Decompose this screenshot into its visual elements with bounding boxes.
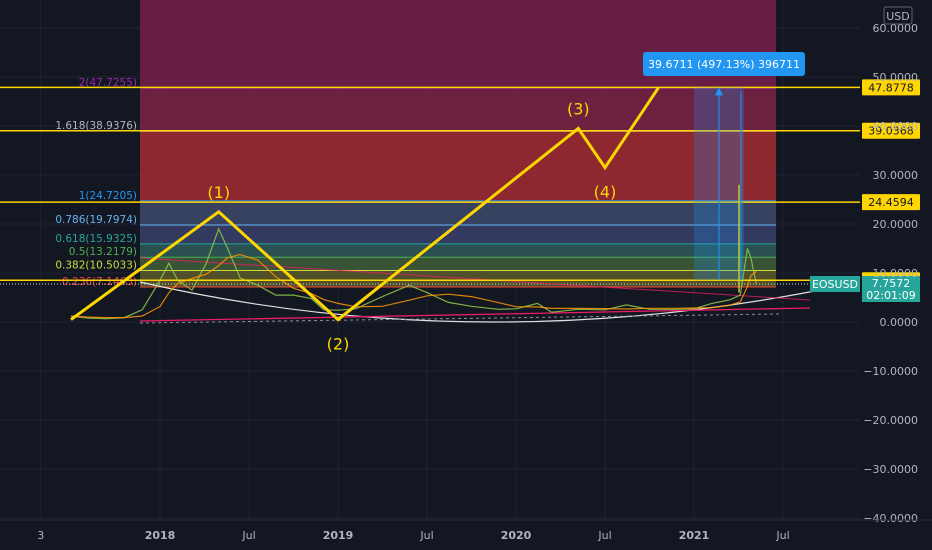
- x-tick-label: 3: [37, 529, 44, 542]
- y-tick-label: 0.0000: [880, 316, 919, 329]
- fib-zone: [140, 243, 776, 258]
- x-tick-label: Jul: [775, 529, 789, 542]
- measure-label: 39.6711 (497.13%) 396711: [648, 58, 800, 71]
- symbol-tag-label: EOSUSD: [812, 278, 858, 291]
- y-tick-label: 60.0000: [873, 22, 919, 35]
- price-tag-box[interactable]: [862, 79, 920, 96]
- price-tag-label: 24.4594: [868, 196, 914, 209]
- dashed-baseline: [139, 313, 781, 324]
- x-tick-label: 2018: [145, 529, 176, 542]
- last-price-label: 7.7572: [872, 277, 911, 290]
- fib-level-label: 0.5(13.2179): [69, 246, 137, 258]
- countdown-label: 02:01:09: [866, 289, 915, 302]
- fib-level-label: 0.382(10.5033): [55, 260, 137, 272]
- wave-label-2: (2): [327, 335, 350, 354]
- fib-level-label: 0.618(15.9325): [55, 233, 137, 245]
- y-tick-label: 10.0000: [873, 267, 919, 280]
- price-tag-box[interactable]: [862, 194, 920, 211]
- wave-label-4: (4): [594, 183, 617, 202]
- y-tick-label: 30.0000: [873, 169, 919, 182]
- x-tick-label: Jul: [419, 529, 433, 542]
- wave-label-3: (3): [567, 99, 590, 118]
- fib-level-label: 2(47.7255): [79, 77, 137, 89]
- y-tick-label: −20.0000: [863, 414, 918, 427]
- x-tick-label: Jul: [597, 529, 611, 542]
- wave-label-1: (1): [207, 183, 230, 202]
- resistance-trendline: [139, 257, 811, 301]
- price-series: [70, 227, 757, 320]
- fib-zone: [140, 257, 776, 271]
- price-tag-box[interactable]: [862, 122, 920, 139]
- fib-level-label: 0.786(19.7974): [55, 214, 137, 226]
- x-tick-label: 2021: [679, 529, 710, 542]
- last-price-tag-box[interactable]: [862, 275, 920, 302]
- elliott-wave[interactable]: [70, 86, 660, 322]
- chart-overlays: [0, 257, 841, 324]
- price-tag-label: 39.0368: [868, 125, 914, 138]
- fib-zone: [140, 131, 776, 201]
- fib-zone: [140, 88, 776, 132]
- fib-level-label: 1(24.7205): [79, 190, 137, 202]
- price-range-measure[interactable]: 39.6711 (497.13%) 396711: [643, 52, 805, 293]
- fib-zone: [140, 200, 776, 225]
- fib-level-label: 1.618(38.9376): [55, 120, 137, 132]
- horizontal-lines[interactable]: 47.877839.036824.45948.5102EOSUSD7.75720…: [0, 79, 920, 302]
- fib-level-label: 0.236(7.1463): [62, 276, 137, 288]
- moving-average-line: [70, 253, 757, 319]
- currency-label: USD: [886, 10, 910, 23]
- y-tick-label: −40.0000: [863, 512, 918, 525]
- y-tick-label: 20.0000: [873, 218, 919, 231]
- price-tag-label: 47.8778: [868, 81, 914, 94]
- price-line: [70, 227, 757, 320]
- price-axis[interactable]: 60.0000 50.0000 40.0000 30.0000 20.0000 10.00…: [863, 6, 919, 525]
- y-tick-label: −30.0000: [863, 463, 918, 476]
- fib-zone: [140, 270, 776, 287]
- time-axis[interactable]: 3 2018 Jul 2019 Jul 2020 Jul 2021 Jul: [0, 519, 932, 542]
- x-tick-label: 2020: [501, 529, 532, 542]
- y-tick-label: 40.0000: [873, 120, 919, 133]
- symbol-tag-box[interactable]: [810, 275, 860, 292]
- measure-arrow-head: [715, 87, 723, 96]
- fib-zone: [140, 224, 776, 244]
- rounded-bottom-arc: [139, 281, 841, 323]
- measure-label-box[interactable]: [643, 52, 805, 76]
- wave-labels: (1) (2) (3) (4): [207, 99, 616, 353]
- x-tick-label: Jul: [241, 529, 255, 542]
- wave-path[interactable]: [70, 86, 660, 322]
- x-tick-label: 2019: [323, 529, 354, 542]
- currency-button[interactable]: [883, 6, 913, 25]
- support-trendline: [139, 307, 811, 322]
- y-tick-label: 50.0000: [873, 71, 919, 84]
- y-tick-label: −10.0000: [863, 365, 918, 378]
